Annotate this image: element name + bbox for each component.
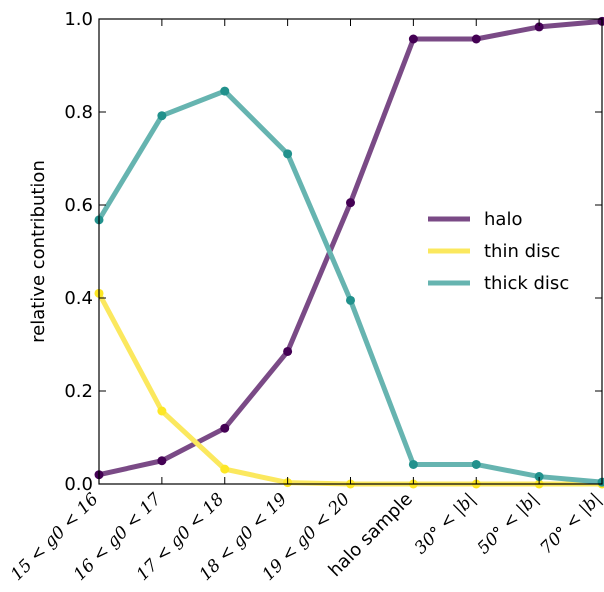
data-point-thick-disc: [220, 86, 230, 96]
data-point-halo: [471, 34, 481, 44]
data-point-halo: [157, 456, 167, 466]
y-axis-ticks: 0.0 0.2 0.4 0.6 0.8 1.0: [64, 9, 602, 495]
y-tick-label: 0.0: [64, 474, 93, 495]
data-point-halo: [220, 423, 230, 433]
data-point-halo: [346, 198, 355, 208]
legend-label: thin disc: [484, 241, 560, 262]
y-tick-label: 0.2: [64, 381, 93, 402]
legend-label: thick disc: [484, 273, 569, 294]
data-point-thick-disc: [346, 295, 355, 305]
x-tick-label: 30° < |b|: [411, 489, 480, 558]
y-axis-title: relative contribution: [28, 160, 49, 343]
data-point-halo: [408, 34, 418, 44]
y-tick-label: 0.8: [64, 102, 93, 123]
data-point-thick-disc: [534, 472, 544, 482]
legend-label: halo: [484, 209, 522, 230]
data-point-halo: [283, 346, 293, 356]
y-tick-label: 0.6: [64, 195, 93, 216]
data-point-thick-disc: [157, 111, 167, 121]
x-tick-label: 70° < |b|: [537, 489, 604, 558]
legend: halo thin disc thick disc: [428, 209, 569, 294]
data-point-halo: [534, 22, 544, 32]
data-point-thin-disc: [157, 406, 167, 416]
x-tick-label: 50° < |b|: [474, 489, 543, 558]
y-tick-label: 0.4: [64, 288, 93, 309]
data-point-thick-disc: [471, 459, 481, 469]
data-point-thick-disc: [283, 149, 293, 159]
data-point-halo: [597, 16, 604, 26]
y-tick-label: 1.0: [64, 9, 93, 30]
data-point-thin-disc: [220, 464, 230, 474]
plot-points: [94, 16, 604, 489]
data-point-thick-disc: [408, 459, 418, 469]
